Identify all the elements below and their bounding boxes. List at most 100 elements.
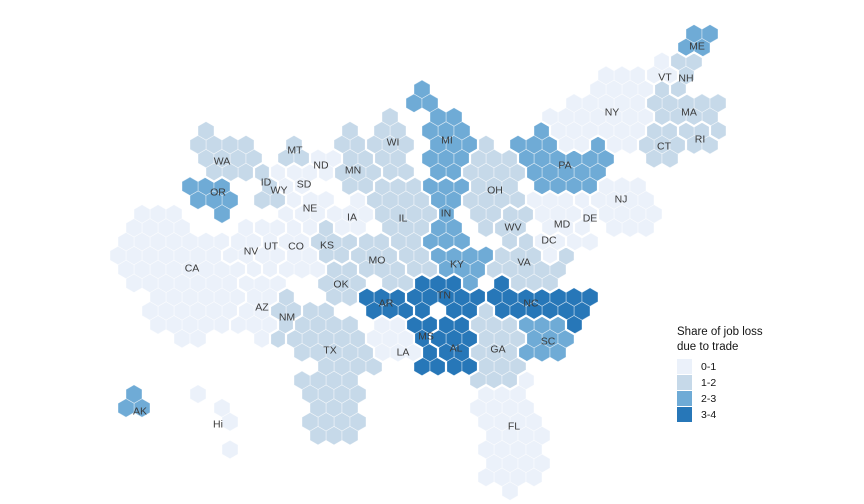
- state-NY: [541, 65, 655, 155]
- state-ID: [253, 162, 287, 210]
- state-label-SD: SD: [297, 179, 312, 191]
- state-label-GA: GA: [490, 344, 505, 356]
- state-AL: [429, 315, 479, 377]
- state-HI: [189, 384, 239, 460]
- state-WI: [365, 107, 415, 183]
- state-label-WI: WI: [387, 137, 400, 149]
- state-RI: [677, 121, 719, 155]
- state-label-MD: MD: [554, 219, 571, 231]
- state-label-WY: WY: [271, 185, 288, 197]
- state-VA: [485, 232, 575, 293]
- state-label-NM: NM: [279, 312, 295, 324]
- state-MI: [421, 107, 479, 183]
- state-label-WA: WA: [214, 156, 231, 168]
- state-label-MT: MT: [287, 145, 303, 157]
- state-label-OH: OH: [487, 185, 503, 197]
- state-label-NE: NE: [303, 203, 318, 215]
- state-MI-part2: [405, 79, 439, 113]
- legend: Share of job loss due to trade 0-1 1-2 2…: [677, 325, 763, 423]
- state-label-CA: CA: [185, 263, 200, 275]
- state-label-WV: WV: [505, 222, 522, 234]
- legend-item-label-0-1: 0-1: [701, 360, 717, 373]
- state-AK: [117, 384, 151, 418]
- state-OR: [181, 176, 239, 224]
- state-label-NV: NV: [244, 246, 259, 258]
- state-label-RI: RI: [695, 134, 706, 146]
- legend-title: Share of job loss due to trade: [677, 325, 763, 354]
- state-label-LA: LA: [397, 347, 410, 359]
- state-GA: [469, 301, 527, 390]
- state-label-OK: OK: [333, 279, 348, 291]
- state-label-AR: AR: [379, 298, 394, 310]
- state-label-KY: KY: [450, 259, 464, 271]
- state-label-SC: SC: [541, 336, 556, 348]
- state-OH: [461, 135, 527, 238]
- state-IN: [421, 176, 471, 252]
- state-label-IA: IA: [347, 212, 357, 224]
- state-DE: [573, 190, 599, 238]
- state-label-MO: MO: [369, 255, 386, 267]
- state-WA: [189, 121, 263, 183]
- state-NJ: [589, 176, 663, 238]
- state-label-NC: NC: [523, 298, 539, 310]
- legend-swatch-3-4: [677, 407, 692, 422]
- state-label-PA: PA: [558, 160, 571, 172]
- state-TN: [405, 273, 487, 321]
- legend-title-line2: due to trade: [677, 340, 739, 353]
- state-CT: [637, 121, 687, 169]
- legend-item-2-3: 2-3: [677, 391, 763, 406]
- state-label-DE: DE: [583, 213, 598, 225]
- state-label-ME: ME: [689, 41, 705, 53]
- state-PA: [509, 121, 615, 196]
- state-label-VT: VT: [658, 72, 672, 84]
- state-AZ: [229, 273, 287, 349]
- state-label-KS: KS: [320, 240, 334, 252]
- state-label-FL: FL: [508, 421, 520, 433]
- state-label-IN: IN: [441, 208, 452, 220]
- state-KY: [429, 245, 495, 293]
- state-label-MA: MA: [681, 107, 697, 119]
- state-label-TN: TN: [437, 290, 451, 302]
- state-boundaries: [204, 51, 720, 391]
- state-label-NY: NY: [605, 107, 620, 119]
- state-label-MN: MN: [345, 165, 361, 177]
- state-label-DC: DC: [541, 235, 557, 247]
- state-label-AL: AL: [450, 343, 463, 355]
- state-UT: [253, 218, 287, 280]
- state-label-HI: Hi: [213, 419, 223, 431]
- state-label-CT: CT: [657, 141, 672, 153]
- state-LA: [365, 315, 423, 363]
- legend-item-label-3-4: 3-4: [701, 408, 717, 421]
- state-CA: [109, 204, 247, 349]
- state-SC: [517, 315, 575, 363]
- state-label-ND: ND: [313, 160, 329, 172]
- state-NE: [293, 190, 335, 238]
- state-label-CO: CO: [288, 241, 304, 253]
- legend-swatch-2-3: [677, 391, 692, 406]
- legend-title-line1: Share of job loss: [677, 326, 763, 338]
- legend-item-label-1-2: 1-2: [701, 376, 717, 389]
- legend-item-0-1: 0-1: [677, 359, 763, 374]
- legend-items: 0-1 1-2 2-3 3-4: [677, 359, 763, 422]
- legend-swatch-1-2: [677, 375, 692, 390]
- state-label-AK: AK: [133, 406, 147, 418]
- state-TX: [285, 301, 383, 446]
- state-FL: [469, 370, 551, 501]
- state-label-AZ: AZ: [255, 302, 269, 314]
- legend-swatch-0-1: [677, 359, 692, 374]
- state-AR: [357, 287, 415, 321]
- state-label-NJ: NJ: [615, 194, 628, 206]
- state-label-TX: TX: [323, 345, 336, 357]
- state-label-NH: NH: [678, 73, 693, 85]
- legend-item-3-4: 3-4: [677, 407, 763, 422]
- state-label-MI: MI: [441, 135, 453, 147]
- legend-item-label-2-3: 2-3: [701, 392, 717, 405]
- state-SD: [285, 162, 319, 196]
- state-label-UT: UT: [264, 241, 279, 253]
- state-MA: [645, 79, 727, 141]
- legend-item-1-2: 1-2: [677, 375, 763, 390]
- state-ME: [677, 24, 719, 58]
- state-label-MS: MS: [418, 331, 434, 343]
